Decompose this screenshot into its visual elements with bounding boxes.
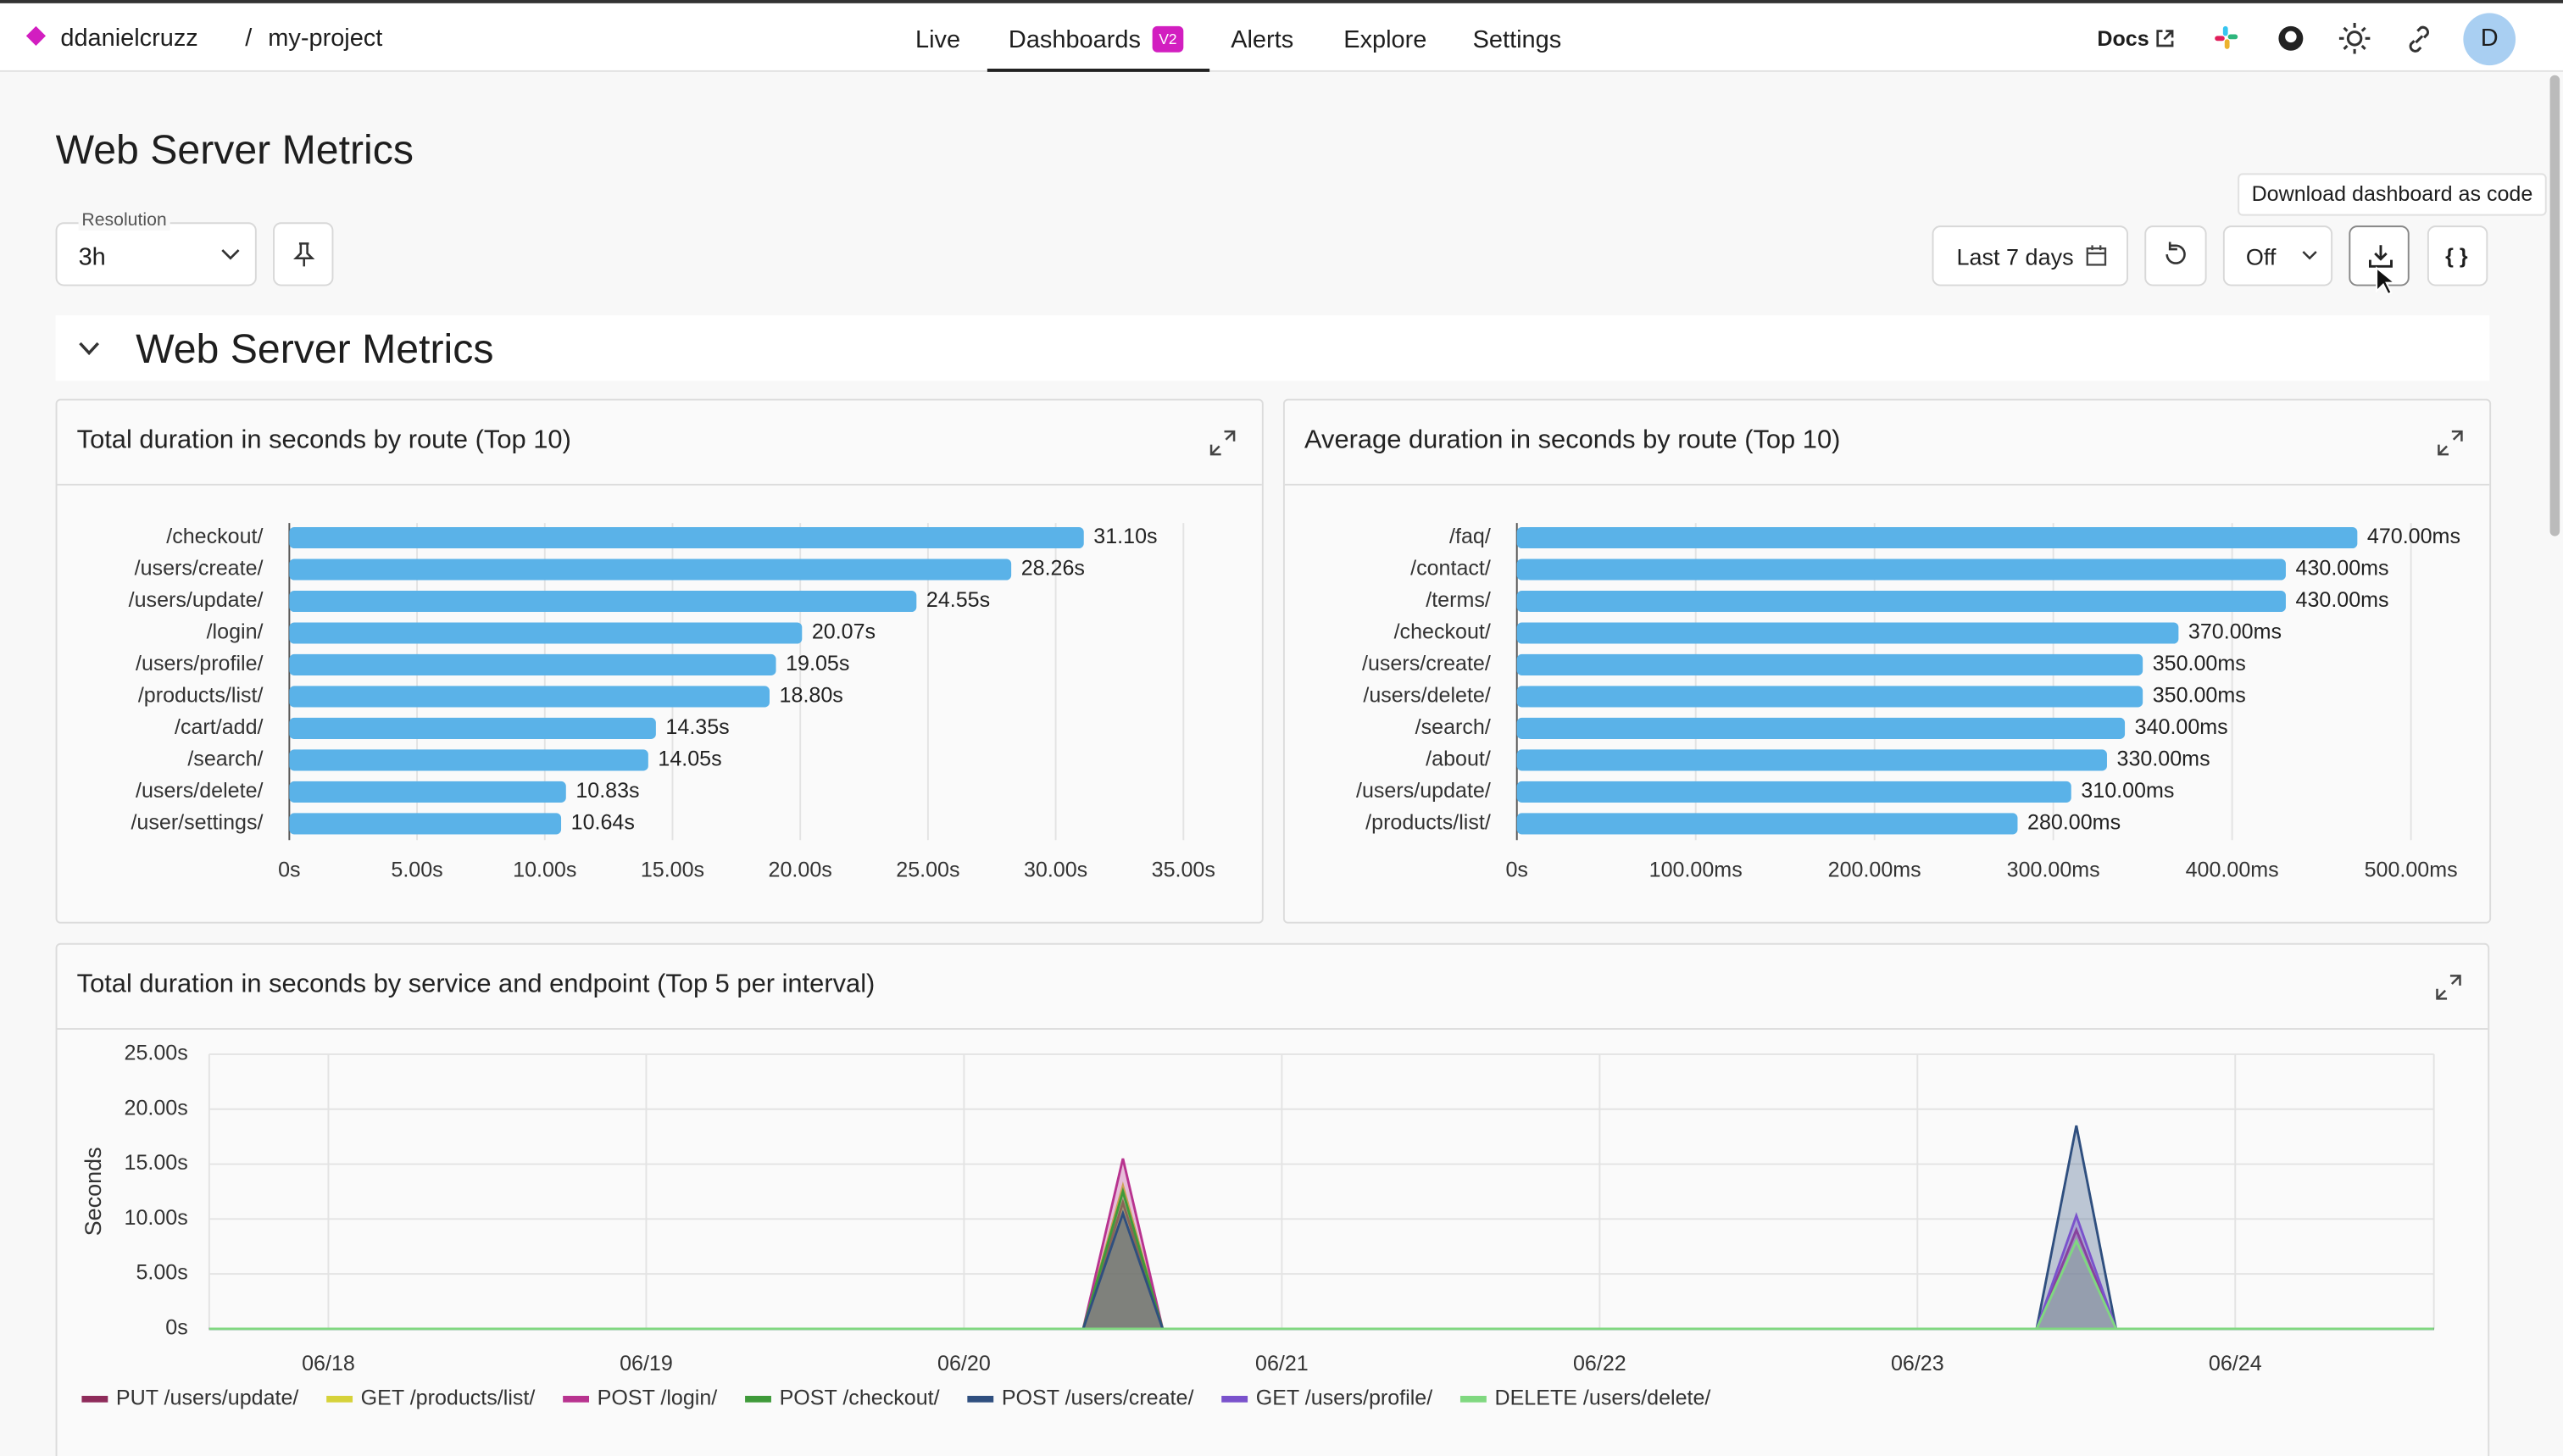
- tooltip: Download dashboard as code: [2238, 173, 2547, 216]
- link-icon[interactable]: [2405, 25, 2434, 54]
- resolution-select[interactable]: Resolution 3h: [55, 210, 257, 286]
- nav-tab[interactable]: Live: [915, 25, 961, 54]
- theme-icon[interactable]: [2338, 22, 2371, 54]
- code-icon: { }: [2445, 243, 2468, 269]
- docs-link[interactable]: Docs: [2097, 25, 2149, 51]
- nav-tab[interactable]: Alerts: [1231, 25, 1294, 54]
- panel-header: Total duration in seconds by service and…: [57, 945, 2488, 1030]
- panel-title: Average duration in seconds by route (To…: [1304, 426, 1841, 455]
- panel-title: Total duration in seconds by route (Top …: [76, 426, 571, 455]
- panel-header: Total duration in seconds by route (Top …: [57, 400, 1262, 486]
- calendar-icon: [2086, 245, 2107, 266]
- active-tab-indicator: [987, 68, 1210, 72]
- cursor: [2376, 266, 2395, 296]
- code-button[interactable]: { }: [2427, 225, 2488, 286]
- time-range[interactable]: Last 7 days: [1932, 225, 2128, 286]
- expand-icon[interactable]: [1209, 430, 1236, 456]
- expand-icon[interactable]: [2437, 430, 2463, 456]
- avatar[interactable]: D: [2463, 13, 2516, 66]
- section-title: Web Server Metrics: [136, 326, 494, 373]
- slack-icon[interactable]: [2213, 25, 2239, 51]
- project-name[interactable]: my-project: [268, 24, 383, 53]
- org-name[interactable]: ddanielcruzz: [60, 24, 198, 53]
- refresh-value: Off: [2245, 243, 2277, 270]
- pin-icon: [293, 242, 315, 267]
- refresh-button[interactable]: [2144, 225, 2207, 286]
- nav-tab[interactable]: Dashboards: [1008, 25, 1141, 54]
- logo: [25, 25, 46, 46]
- panel: Average duration in seconds by route (To…: [1282, 398, 2492, 924]
- badge: V2: [1152, 25, 1184, 53]
- scrollbar[interactable]: [2549, 75, 2560, 536]
- top-nav: ddanielcruzz / my-project Live Dashboard…: [0, 0, 2563, 72]
- external-icon: [2156, 30, 2174, 47]
- panel: Total duration in seconds by route (Top …: [55, 398, 1264, 924]
- field-label: Resolution: [78, 210, 170, 231]
- expand-icon[interactable]: [2436, 974, 2462, 1000]
- panel: Total duration in seconds by service and…: [55, 942, 2490, 1456]
- pin-button[interactable]: [273, 222, 334, 286]
- panel-header: Average duration in seconds by route (To…: [1284, 400, 2490, 486]
- page-title: Web Server Metrics: [55, 127, 414, 174]
- panel-title: Total duration in seconds by service and…: [76, 970, 876, 999]
- collapse-icon: [79, 342, 99, 356]
- time-range-value: Last 7 days: [1956, 243, 2074, 270]
- nav-tab[interactable]: Settings: [1472, 25, 1562, 54]
- download-icon: [2368, 245, 2393, 268]
- refresh-interval[interactable]: Off: [2222, 225, 2333, 286]
- chevron: [221, 249, 240, 260]
- github-icon[interactable]: [2277, 25, 2304, 53]
- chevron: [2302, 251, 2317, 260]
- section-header[interactable]: Web Server Metrics: [55, 315, 2490, 381]
- nav-tab[interactable]: Explore: [1343, 25, 1427, 54]
- refresh-icon: [2165, 242, 2186, 264]
- separator: /: [245, 24, 253, 53]
- select-value: 3h: [78, 243, 106, 272]
